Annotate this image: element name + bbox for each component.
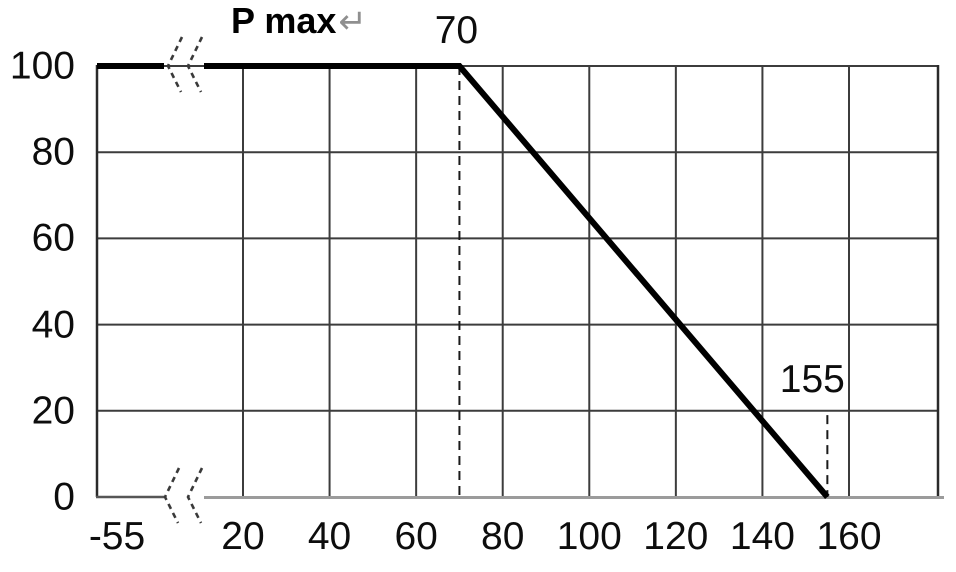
x-tick-label: 60 [394,515,438,558]
series-line [204,63,830,499]
chart-title: P max↵ [231,0,367,42]
chart-title-text: P max [231,0,337,41]
x-tick-label: 80 [481,515,525,558]
axis-break-marker-icon [186,467,204,524]
axis-break-marker-icon [166,36,184,93]
axis-break-marker-icon [186,36,204,93]
axis-break-marker-icon [163,467,181,524]
x-tick-label: 160 [816,515,882,558]
x-tick-label: -55 [88,515,146,558]
y-tick-label: 100 [9,44,75,88]
x-tick-label: 100 [556,515,622,558]
annotation-breakpoint-70: 70 [434,9,479,52]
x-tick-label: 40 [307,515,352,558]
x-tick-label: 120 [643,515,709,558]
return-mark-icon: ↵ [338,2,367,42]
y-tick-label: 80 [31,130,75,174]
x-tick-label: 20 [221,515,265,558]
y-tick-label: 0 [53,475,75,519]
y-tick-label: 40 [31,303,75,347]
y-tick-label: 60 [31,216,75,260]
x-tick-label: 140 [729,515,795,558]
y-tick-label: 20 [31,389,75,433]
annotation-endpoint-155: 155 [779,358,845,402]
